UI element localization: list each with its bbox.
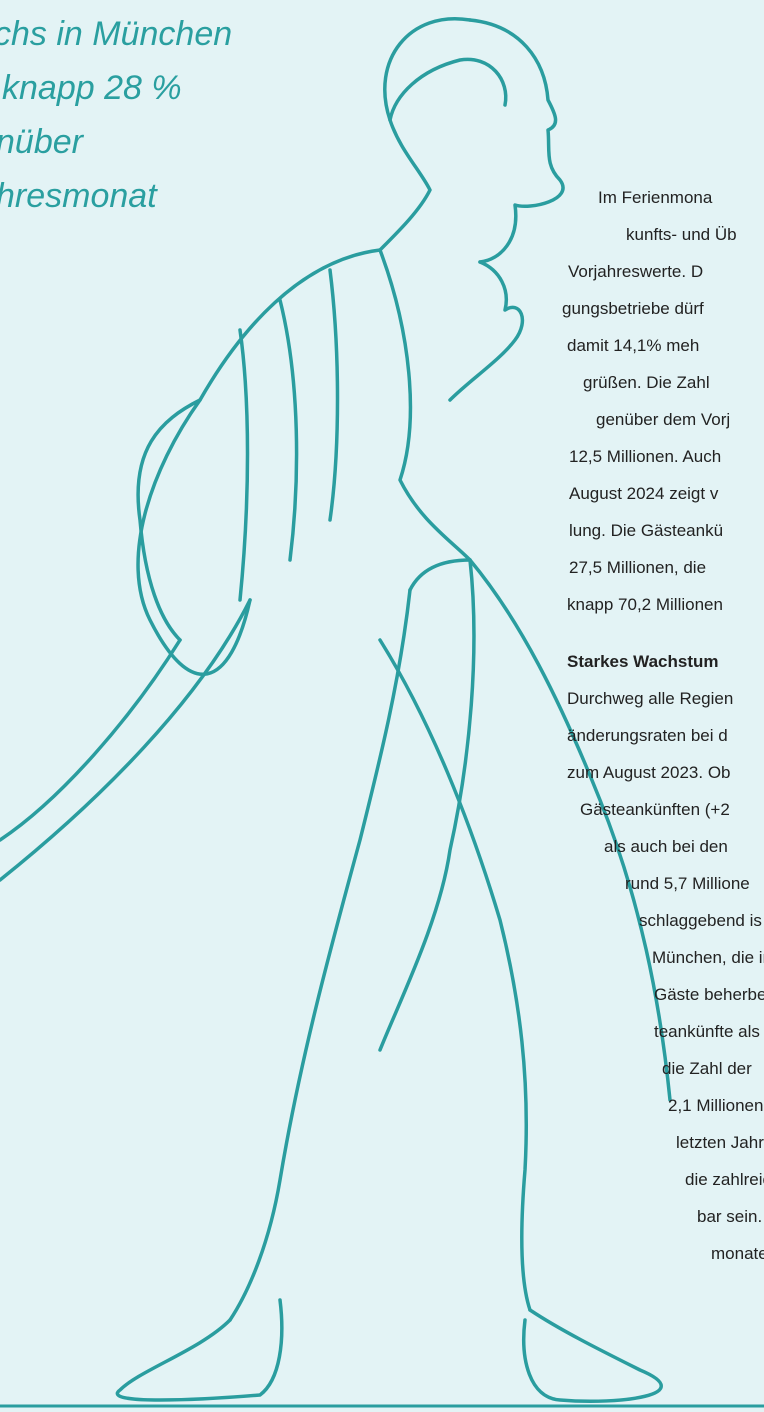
body-line: lung. Die Gästeankü [569, 521, 723, 540]
quote-line: hresmonat [0, 177, 158, 215]
body-line: Im Ferienmona [598, 188, 713, 207]
body-line: als auch bei den [604, 837, 728, 856]
body-line: letzten Jahres [676, 1133, 764, 1152]
body-line: zum August 2023. Ob [567, 763, 731, 782]
body-line: knapp 70,2 Millionen [567, 595, 723, 614]
body-line: 2,1 Millionen [668, 1096, 763, 1115]
body-line: grüßen. Die Zahl [583, 373, 710, 392]
body-line: die Zahl der [662, 1059, 752, 1078]
body-line: rund 5,7 Millione [625, 874, 750, 893]
body-line: Gästeankünften (+2 [580, 800, 730, 819]
body-line: 12,5 Millionen. Auch [569, 447, 721, 466]
body-line: die zahlreich [685, 1170, 764, 1189]
body-line: genüber dem Vorj [596, 410, 730, 429]
body-line: Durchweg alle Regien [567, 689, 733, 708]
body-line: bar sein. [697, 1207, 762, 1226]
body-line: gungsbetriebe dürf [562, 299, 704, 318]
body-line: Gäste beherber [654, 985, 764, 1004]
body-line: schlaggebend is [639, 911, 762, 930]
body-line: monaten [711, 1244, 764, 1263]
quote-line: nüber [0, 123, 85, 161]
body-line: änderungsraten bei d [567, 726, 728, 745]
body-line: damit 14,1% meh [567, 336, 699, 355]
section-heading: Starkes Wachstum [567, 652, 718, 671]
quote-line: chs in München [0, 15, 232, 53]
walking-figure [0, 17, 672, 1403]
body-line: Vorjahreswerte. D [568, 262, 703, 281]
body-line: teankünfte als [654, 1022, 760, 1041]
body-line: August 2024 zeigt v [569, 484, 719, 503]
body-line: München, die in [652, 948, 764, 967]
body-line: 27,5 Millionen, die [569, 558, 706, 577]
body-line: kunfts- und Üb [626, 225, 737, 244]
quote-line: knapp 28 % [2, 69, 182, 107]
